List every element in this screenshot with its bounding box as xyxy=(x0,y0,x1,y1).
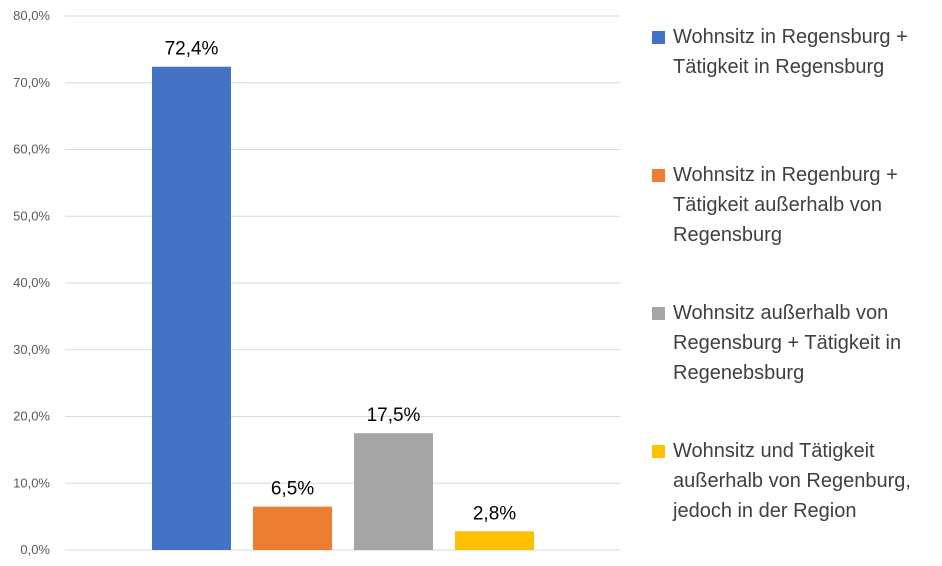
data-label: 6,5% xyxy=(271,479,314,500)
data-label: 72,4% xyxy=(165,39,219,60)
y-tick-label: 0,0% xyxy=(20,542,50,557)
y-tick-label: 10,0% xyxy=(13,475,50,490)
legend-swatch xyxy=(652,31,665,44)
y-tick-label: 70,0% xyxy=(13,75,50,90)
bar xyxy=(354,433,433,550)
legend-label: Wohnsitz in Regensburg + Tätigkeit in Re… xyxy=(673,26,908,78)
y-tick-label: 30,0% xyxy=(13,342,50,357)
bar xyxy=(455,531,534,550)
y-tick-label: 40,0% xyxy=(13,275,50,290)
y-tick-label: 80,0% xyxy=(13,8,50,23)
data-label: 2,8% xyxy=(473,503,516,524)
legend-swatch xyxy=(652,445,665,458)
legend-label: Wohnsitz und Tätigkeit außerhalb von Reg… xyxy=(673,440,911,522)
bars xyxy=(152,66,534,550)
y-tick-label: 60,0% xyxy=(13,142,50,157)
bar xyxy=(253,506,332,550)
legend-label: Wohnsitz außerhalb von Regensburg + Täti… xyxy=(673,302,902,384)
data-labels: 72,4% 6,5% 17,5% 2,8% xyxy=(165,39,517,525)
y-tick-label: 50,0% xyxy=(13,208,50,223)
legend-swatch xyxy=(652,307,665,320)
bar-chart: 0,0% 10,0% 20,0% 30,0% 40,0% 50,0% 60,0% 70,0% 8… xyxy=(13,8,620,557)
legend-label: Wohnsitz in Regenburg + Tätigkeit außerh… xyxy=(673,164,898,246)
y-tick-label: 20,0% xyxy=(13,409,50,424)
bar xyxy=(152,66,231,550)
data-label: 17,5% xyxy=(367,405,421,426)
gridlines xyxy=(65,15,620,551)
legend-swatch xyxy=(652,169,665,182)
y-axis: 0,0% 10,0% 20,0% 30,0% 40,0% 50,0% 60,0% 70,0% 8… xyxy=(13,8,50,557)
